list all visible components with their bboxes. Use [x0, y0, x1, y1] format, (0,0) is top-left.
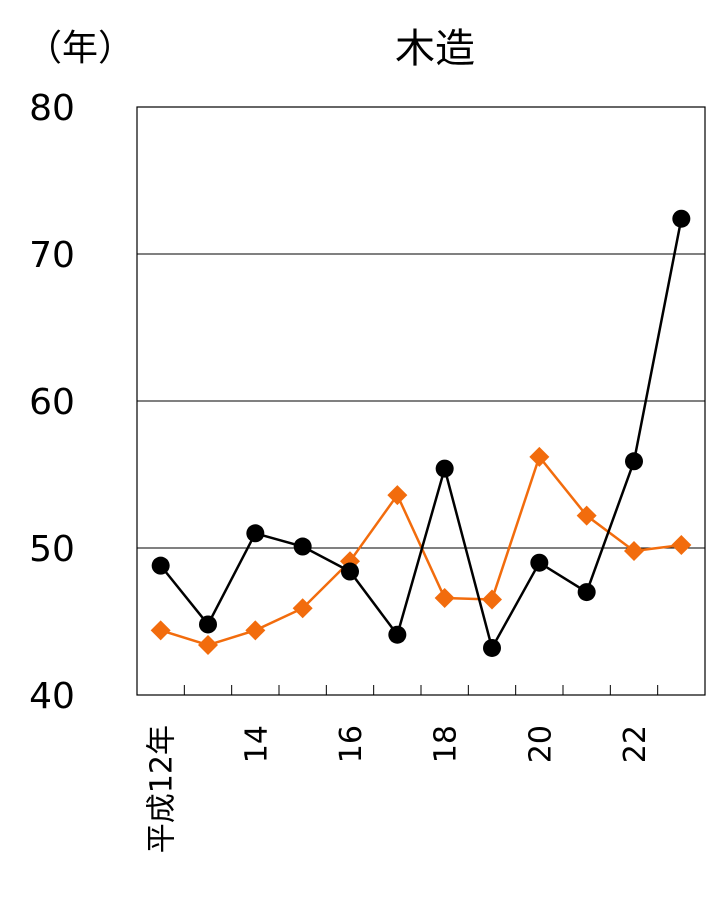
- point: [245, 620, 266, 641]
- point: [387, 485, 408, 506]
- point: [482, 589, 502, 610]
- y-tick-label: 70: [29, 235, 75, 276]
- point: [434, 587, 455, 608]
- x-tick-label: 平成12年: [145, 725, 180, 853]
- point: [671, 535, 692, 556]
- point: [246, 524, 265, 543]
- point: [150, 620, 171, 641]
- x-tick-label: 22: [618, 725, 653, 763]
- point: [529, 446, 550, 467]
- point: [577, 583, 596, 602]
- point: [341, 562, 359, 581]
- y-tick-label: 80: [29, 88, 75, 129]
- y-tick-label: 40: [29, 676, 75, 717]
- point: [388, 625, 407, 644]
- point: [293, 537, 312, 556]
- point: [576, 505, 597, 526]
- y-axis-label: （年）: [26, 28, 134, 69]
- y-tick-label: 60: [29, 382, 75, 423]
- series-line: [160, 454, 682, 647]
- point: [292, 598, 313, 619]
- point: [199, 615, 217, 634]
- point: [672, 209, 691, 228]
- point: [530, 553, 549, 572]
- x-tick-label: 20: [523, 725, 558, 763]
- point: [151, 556, 170, 575]
- x-tick-label: 16: [334, 725, 369, 763]
- point: [483, 638, 501, 657]
- point: [198, 635, 218, 656]
- point: [625, 452, 643, 471]
- x-tick-label: 14: [239, 725, 274, 763]
- point: [435, 459, 454, 478]
- point: [624, 540, 644, 561]
- y-tick-label: 50: [29, 529, 75, 570]
- chart-title: 木造: [395, 26, 475, 72]
- series-line: [159, 218, 683, 652]
- x-tick-label: 18: [429, 725, 464, 763]
